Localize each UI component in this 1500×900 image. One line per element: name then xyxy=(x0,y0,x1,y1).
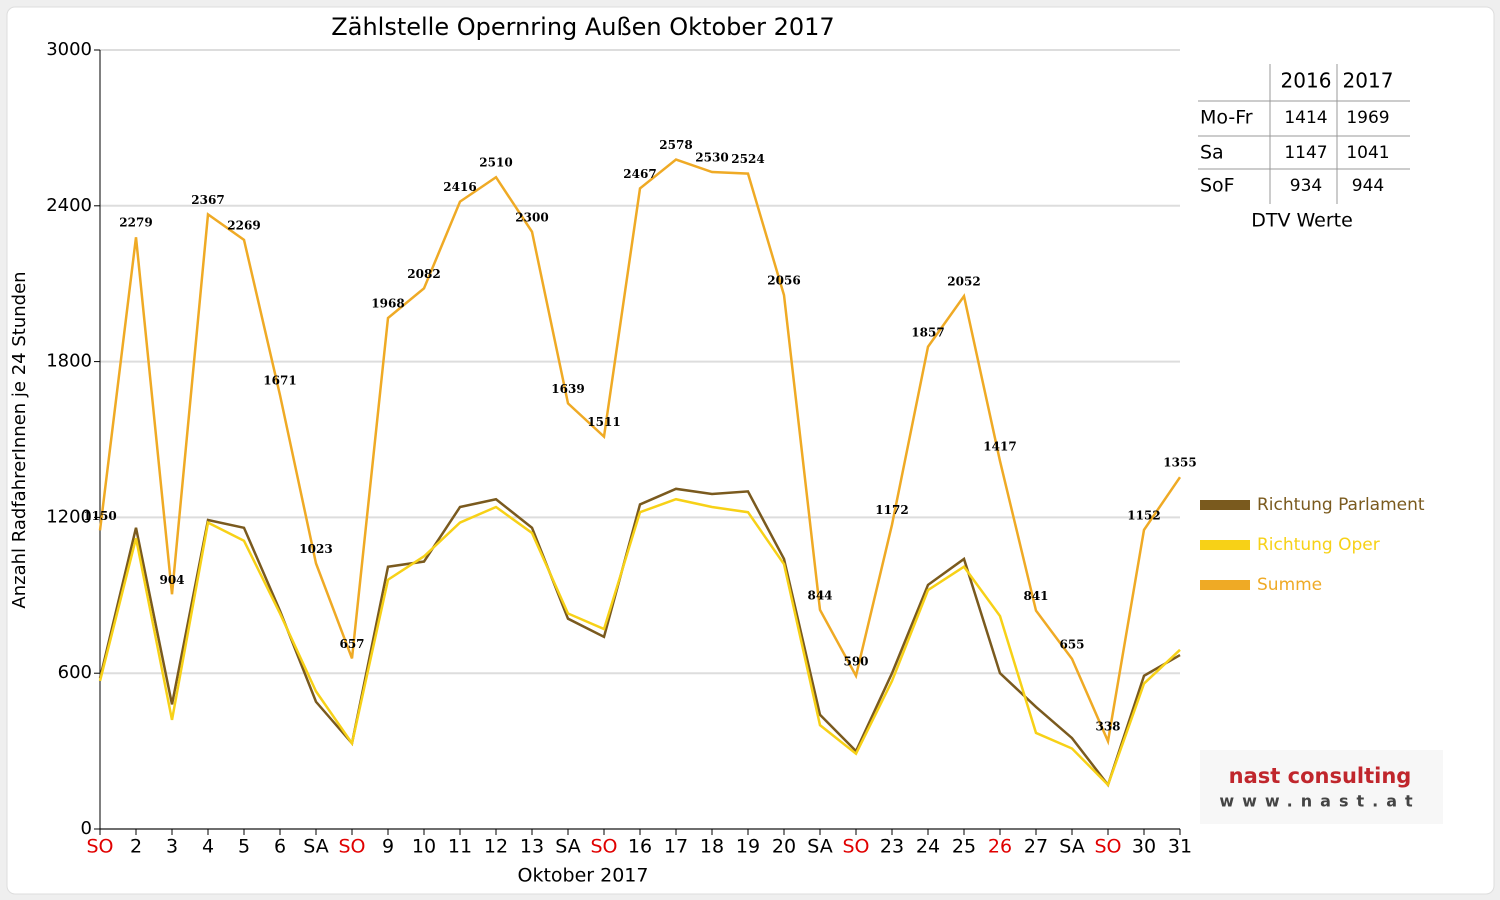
legend-label: Richtung Oper xyxy=(1257,535,1380,555)
line-series xyxy=(98,497,1181,788)
x-tick-label: SO xyxy=(86,836,113,858)
legend-swatch xyxy=(1200,540,1250,550)
legend-label: Summe xyxy=(1257,575,1322,595)
x-tick-label: 16 xyxy=(628,836,652,858)
x-tick-label: 12 xyxy=(484,836,508,858)
table-cell: 1041 xyxy=(1346,143,1389,163)
x-tick-label: SO xyxy=(338,836,365,858)
y-axis-label: Anzahl RadfahrerInnen je 24 Stunden xyxy=(9,271,30,608)
table-cell: 1969 xyxy=(1346,108,1389,128)
chart-title: Zählstelle Opernring Außen Oktober 2017 xyxy=(331,13,834,41)
data-label: 1671 xyxy=(263,374,296,388)
x-tick-label: SA xyxy=(807,836,832,858)
table-cell: 1414 xyxy=(1284,108,1327,128)
data-label: 2052 xyxy=(947,275,980,289)
x-tick-label: SA xyxy=(1059,836,1084,858)
legend-swatch xyxy=(1200,580,1250,590)
x-tick-label: 23 xyxy=(880,836,904,858)
data-label: 2300 xyxy=(515,210,548,224)
data-label: 1023 xyxy=(299,542,332,556)
data-label: 2510 xyxy=(479,156,512,170)
data-label: 1639 xyxy=(551,382,584,396)
x-tick-label: SO xyxy=(842,836,869,858)
table-row-label: SoF xyxy=(1200,175,1235,197)
line-series xyxy=(98,158,1182,746)
y-tick-label: 600 xyxy=(58,662,92,683)
x-tick-label: SA xyxy=(303,836,328,858)
x-tick-label: 2 xyxy=(130,836,142,858)
x-tick-label: 17 xyxy=(664,836,688,858)
dtv-table: 2016 2017 Mo-Fr 1414 1969 Sa 1147 1041 SoF 934 944… xyxy=(1198,64,1410,232)
y-tick-label: 1200 xyxy=(46,506,92,527)
data-label: 655 xyxy=(1059,637,1084,651)
data-label: 2530 xyxy=(695,151,728,165)
x-tick-label: 9 xyxy=(382,836,394,858)
data-label: 1857 xyxy=(911,325,944,339)
data-label: 1511 xyxy=(587,415,620,429)
legend-label: Richtung Parlament xyxy=(1257,495,1425,515)
data-label: 2524 xyxy=(731,152,764,166)
x-tick-label: 31 xyxy=(1168,836,1192,858)
data-label: 2056 xyxy=(767,274,800,288)
data-label: 338 xyxy=(1095,720,1120,734)
x-tick-label: 25 xyxy=(952,836,976,858)
x-tick-label: 27 xyxy=(1024,836,1048,858)
table-header: 2017 xyxy=(1343,69,1394,93)
x-tick-label: 11 xyxy=(448,836,472,858)
x-tick-label: 19 xyxy=(736,836,760,858)
table-header: 2016 xyxy=(1281,69,1332,93)
data-label: 590 xyxy=(843,654,868,668)
data-label: 2082 xyxy=(407,267,440,281)
x-tick-label: 18 xyxy=(700,836,724,858)
x-tick-label: 10 xyxy=(412,836,436,858)
table-cell: 934 xyxy=(1290,176,1322,196)
x-tick-label: 30 xyxy=(1132,836,1156,858)
table-cell: 1147 xyxy=(1284,143,1327,163)
data-label: 904 xyxy=(159,573,184,587)
x-tick-label: 24 xyxy=(916,836,940,858)
y-tick-label: 0 xyxy=(81,818,92,839)
x-tick-label: 5 xyxy=(238,836,250,858)
data-label: 2416 xyxy=(443,180,476,194)
x-tick-label: 26 xyxy=(988,836,1012,858)
logo-box xyxy=(1200,750,1443,824)
x-tick-label: 3 xyxy=(166,836,178,858)
data-label: 2269 xyxy=(227,218,260,232)
data-label: 2367 xyxy=(191,193,224,207)
x-tick-label: 13 xyxy=(520,836,544,858)
data-label: 2578 xyxy=(659,138,692,152)
y-tick-label: 1800 xyxy=(46,351,92,372)
y-tick-label: 3000 xyxy=(46,39,92,60)
table-cell: 944 xyxy=(1352,176,1384,196)
table-row-label: Mo-Fr xyxy=(1200,107,1253,129)
x-tick-label: 20 xyxy=(772,836,796,858)
data-label: 1417 xyxy=(983,440,1016,454)
data-label: 844 xyxy=(807,588,832,602)
table-caption: DTV Werte xyxy=(1251,210,1353,232)
data-label: 657 xyxy=(339,637,364,651)
x-tick-label: SO xyxy=(590,836,617,858)
data-label: 2279 xyxy=(119,216,152,230)
y-tick-label: 2400 xyxy=(46,195,92,216)
data-label: 1968 xyxy=(371,296,404,310)
logo-name: nast consulting xyxy=(1229,764,1412,788)
x-tick-label: 4 xyxy=(202,836,214,858)
x-tick-label: SO xyxy=(1094,836,1121,858)
logo-url: www.nast.at xyxy=(1219,792,1420,811)
data-label: 1172 xyxy=(875,503,908,517)
x-tick-label: 6 xyxy=(274,836,286,858)
legend-swatch xyxy=(1200,500,1250,510)
table-row-label: Sa xyxy=(1200,142,1224,164)
data-label: 2467 xyxy=(623,167,656,181)
x-axis-label: Oktober 2017 xyxy=(518,865,649,887)
data-label: 1152 xyxy=(1127,508,1160,522)
data-label: 1355 xyxy=(1163,456,1196,470)
data-label: 1150 xyxy=(83,509,116,523)
x-tick-label: SA xyxy=(555,836,580,858)
data-label: 841 xyxy=(1023,589,1048,603)
